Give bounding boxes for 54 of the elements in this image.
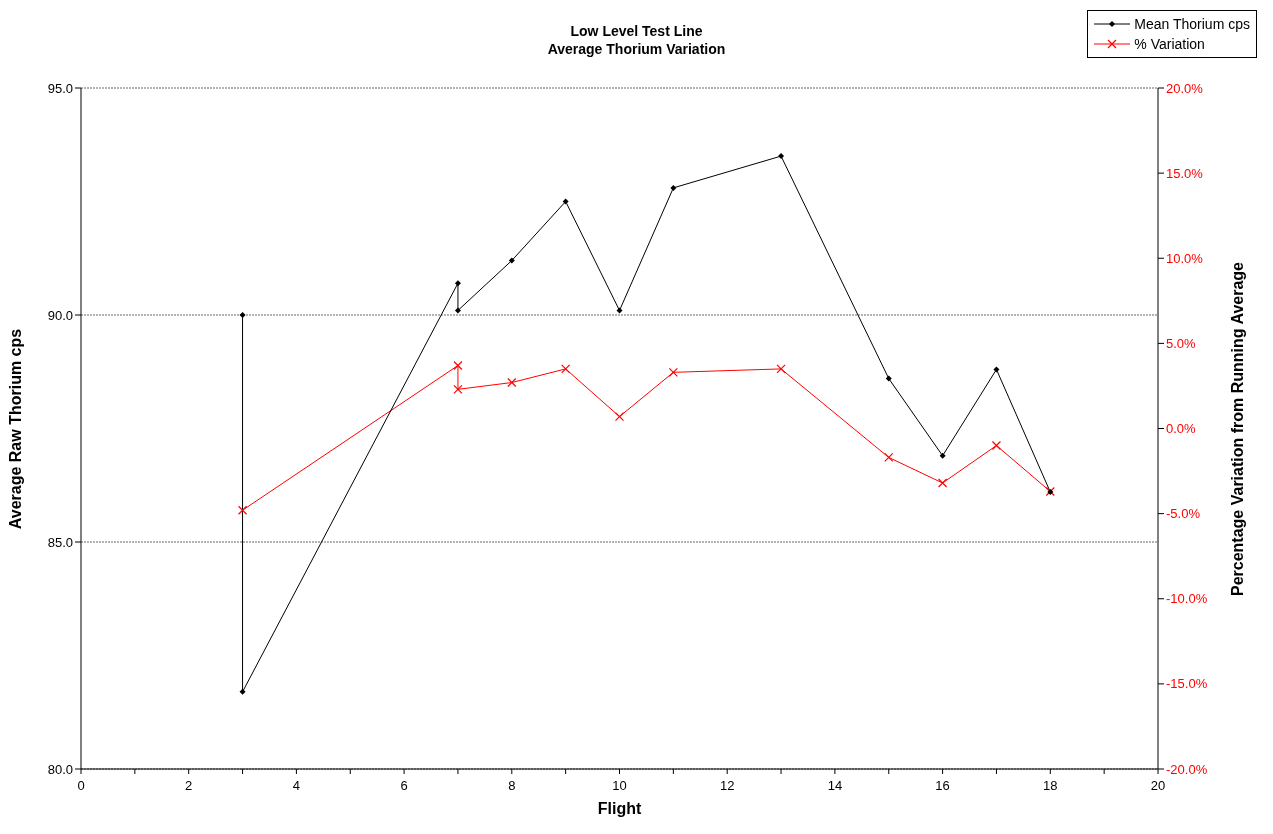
- y2-tick-label: 15.0%: [1166, 165, 1204, 181]
- y-tick-label: 85.0: [47, 534, 73, 550]
- point: [239, 688, 246, 695]
- x-tick-label: 6: [400, 778, 408, 793]
- y2-tick-label: 20.0%: [1166, 80, 1204, 96]
- point: [454, 280, 461, 287]
- y-tick-label: 90.0: [47, 307, 73, 323]
- x-tick-label: 16: [935, 778, 950, 793]
- y2-tick-label: -15.0%: [1166, 676, 1208, 692]
- x-tick-label: 4: [292, 778, 301, 793]
- point: [453, 384, 463, 394]
- chart-title: Low Level Test Line: [570, 23, 703, 39]
- y2-tick-label: 5.0%: [1166, 335, 1197, 351]
- y2-tick-label: 10.0%: [1166, 250, 1204, 266]
- point: [453, 360, 463, 371]
- point: [237, 505, 248, 515]
- point: [670, 184, 677, 191]
- point: [507, 377, 517, 388]
- point: [991, 440, 1002, 451]
- point: [614, 411, 625, 422]
- x-tick-label: 10: [612, 778, 627, 793]
- y2-axis-title: Percentage Variation from Running Average: [1229, 260, 1247, 598]
- y2-tick-label: -10.0%: [1166, 591, 1208, 607]
- x-tick-label: 18: [1043, 778, 1058, 793]
- point: [454, 307, 461, 314]
- point: [561, 364, 571, 374]
- x-tick-label: 12: [719, 778, 735, 793]
- y2-tick-label: -5.0%: [1166, 506, 1201, 522]
- point: [776, 364, 786, 374]
- y-tick-label: 80.0: [47, 761, 73, 777]
- point: [562, 198, 569, 205]
- legend-label: Mean Thorium cps: [1134, 16, 1250, 32]
- point: [884, 452, 894, 463]
- point: [938, 478, 948, 488]
- y2-tick-label: -20.0%: [1166, 761, 1208, 777]
- x-tick-label: 2: [185, 778, 193, 793]
- x-tick-label: 20: [1150, 778, 1166, 793]
- x-axis-title: Flight: [596, 800, 643, 818]
- chart-subtitle: Average Thorium Variation: [547, 41, 726, 57]
- point: [778, 153, 785, 160]
- y-tick-label: 95.0: [47, 80, 73, 96]
- point: [616, 307, 623, 314]
- x-tick-label: 0: [77, 778, 85, 793]
- point: [885, 375, 892, 382]
- point: [939, 452, 946, 459]
- point: [239, 312, 246, 318]
- x-tick-label: 14: [827, 778, 843, 793]
- point: [508, 257, 515, 264]
- legend-label: % Variation: [1134, 36, 1205, 52]
- y2-tick-label: 0.0%: [1166, 421, 1197, 437]
- point: [668, 367, 678, 377]
- x-tick-label: 8: [508, 778, 516, 793]
- point: [993, 366, 1000, 373]
- y-axis-title: Average Raw Thorium cps: [7, 328, 25, 529]
